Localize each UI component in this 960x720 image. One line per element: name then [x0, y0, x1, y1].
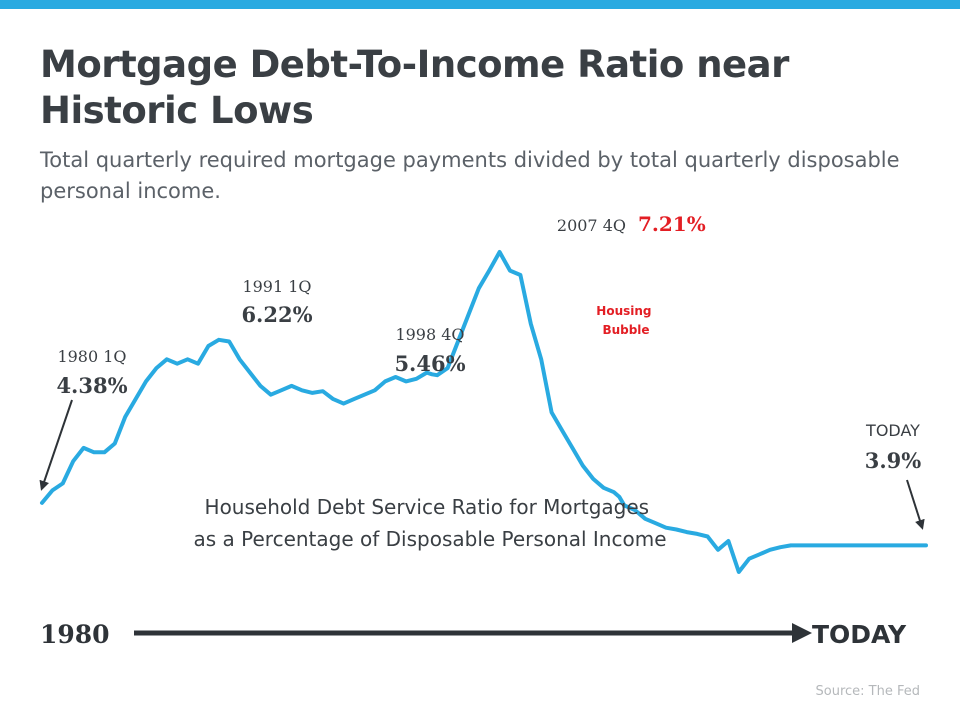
annotation-1991-period: 1991 1Q — [242, 277, 311, 296]
annotation-1980-period: 1980 1Q — [57, 347, 126, 366]
annotation-1980-arrow — [39, 399, 73, 491]
annotation-today-value: 3.9% — [865, 448, 922, 473]
page-title: Mortgage Debt-To-Income Ratio near Histo… — [40, 43, 789, 132]
annotation-2007-period: 2007 4Q — [557, 216, 626, 235]
housing-bubble-label: Housing Bubble — [596, 304, 655, 337]
timeline-end-label: TODAY — [812, 620, 907, 649]
timeline-arrowhead — [792, 623, 812, 643]
annotation-1998-value: 5.46% — [394, 351, 465, 376]
top-accent-bar — [0, 0, 960, 9]
timeline-start-label: 1980 — [40, 620, 110, 649]
annotation-today-arrow — [906, 479, 925, 530]
annotation-1980-value: 4.38% — [56, 373, 127, 398]
series-description: Household Debt Service Ratio for Mortgag… — [193, 495, 666, 551]
page-subtitle: Total quarterly required mortgage paymen… — [40, 148, 900, 203]
annotation-1998-period: 1998 4Q — [395, 325, 464, 344]
series-line — [40, 250, 928, 574]
annotation-1991-value: 6.22% — [241, 302, 312, 327]
annotation-today-period: TODAY — [865, 421, 920, 440]
source-note: Source: The Fed — [815, 684, 921, 699]
annotation-2007-value: 7.21% — [638, 212, 706, 236]
